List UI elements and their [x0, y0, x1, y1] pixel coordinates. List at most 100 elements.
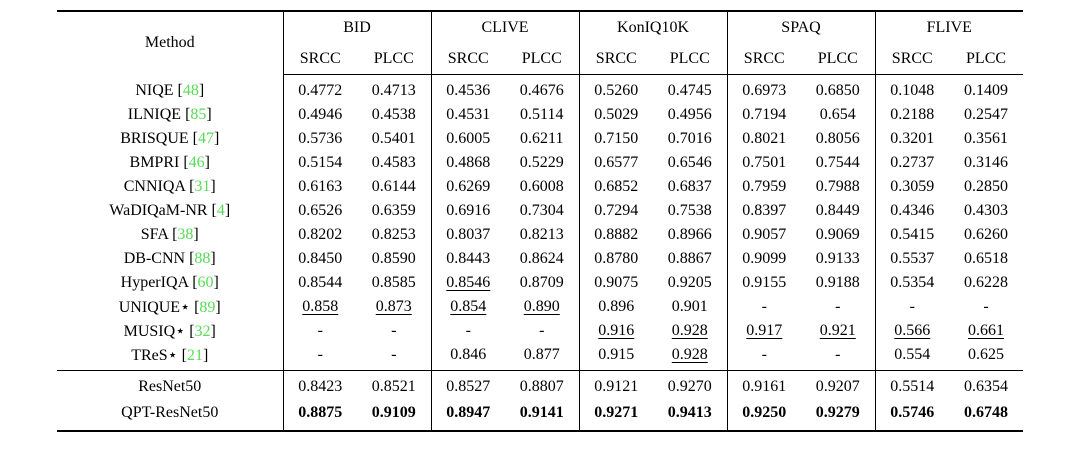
score-cell: -: [282, 343, 357, 371]
score-cell: -: [282, 319, 357, 343]
score-cell: 0.5154: [282, 151, 357, 175]
score-cell: 0.9188: [815, 274, 860, 291]
score-cell: 0.8590: [371, 250, 416, 267]
citation-number[interactable]: 21: [186, 347, 203, 364]
score-cell: 0.1409: [964, 82, 1009, 99]
citation-number[interactable]: 31: [194, 178, 211, 195]
score-cell: 0.4536: [430, 74, 505, 103]
score-cell: 0.6916: [430, 199, 505, 223]
score-cell: 0.8449: [815, 202, 860, 219]
score-cell: -: [874, 295, 950, 319]
citation-number[interactable]: 88: [194, 250, 211, 267]
method-cell: BMPRI [46]: [129, 154, 210, 171]
score-cell: 0.5029: [578, 103, 654, 127]
method-name: BMPRI: [129, 154, 180, 171]
table-header: Method BID CLIVE KonIQ10K SPAQ FLIVE SRCC PLCC…: [57, 11, 1024, 75]
method-name: QPT-ResNet50: [121, 404, 219, 421]
score-cell: 0.7150: [578, 127, 654, 151]
score-cell: 0.625: [968, 346, 1005, 363]
score-cell: 0.858: [282, 295, 357, 319]
score-cell: 0.8423: [282, 370, 357, 400]
score-cell: 0.9109: [371, 404, 416, 421]
score-cell: 0.6163: [282, 175, 357, 199]
citation-number[interactable]: 32: [194, 323, 211, 340]
score-cell: 0.896: [578, 295, 654, 319]
citation-number[interactable]: 85: [190, 106, 207, 123]
score-cell: 0.873: [375, 298, 412, 315]
score-cell: -: [391, 346, 397, 363]
score-cell: 0.5415: [874, 223, 950, 247]
method-name: MUSIQ⋆: [123, 323, 186, 340]
citation-number[interactable]: 60: [197, 274, 214, 291]
score-cell: 0.9161: [726, 370, 802, 400]
score-cell: 0.8397: [726, 199, 802, 223]
metric-header-spaq-srcc: SRCC: [726, 43, 802, 75]
score-cell: 0.8780: [578, 247, 654, 271]
method-cell: HyperIQA [60]: [120, 274, 219, 291]
method-cell: UNIQUE⋆ [89]: [118, 299, 221, 316]
score-cell: 0.9413: [667, 404, 712, 421]
dataset-header-row: Method BID CLIVE KonIQ10K SPAQ FLIVE: [57, 11, 1024, 51]
score-cell: 0.6850: [815, 82, 860, 99]
table-row-unique-: UNIQUE⋆ [89] 0.858 0.873 0.854 0.890 0.896 0.9…: [57, 295, 1023, 319]
score-cell: 0.8882: [578, 223, 654, 247]
score-cell: 0.4676: [519, 82, 564, 99]
method-cell: WaDIQaM-NR [4]: [109, 202, 231, 219]
score-cell: 0.8624: [519, 250, 564, 267]
score-cell: 0.8037: [430, 223, 505, 247]
score-cell: 0.6577: [578, 151, 654, 175]
citation-number[interactable]: 48: [182, 81, 199, 99]
table-row-resnet50: ResNet50 0.8423 0.8521 0.8527 0.8807 0.9121 0.…: [57, 370, 1024, 400]
score-cell: 0.7544: [815, 154, 860, 171]
score-cell: 0.8585: [371, 274, 416, 291]
score-cell: 0.6518: [964, 250, 1009, 267]
method-cell: QPT-ResNet50: [57, 400, 283, 431]
citation-number[interactable]: 4: [216, 202, 225, 219]
score-cell: 0.877: [523, 346, 560, 363]
table-row-db-cnn: DB-CNN [88] 0.8450 0.8590 0.8443 0.8624 0.878…: [57, 247, 1023, 271]
iqa-results-table: Method BID CLIVE KonIQ10K SPAQ FLIVE SRCC PLCC…: [57, 10, 1024, 432]
score-cell: 0.4946: [282, 103, 357, 127]
score-cell: 0.6005: [430, 127, 505, 151]
score-cell: 0.4713: [371, 82, 416, 99]
score-cell: 0.8253: [371, 226, 416, 243]
citation-number[interactable]: 38: [177, 226, 194, 243]
table-row-cnniqa: CNNIQA [31] 0.6163 0.6144 0.6269 0.6008 0.685…: [57, 175, 1023, 199]
citation-number[interactable]: 47: [197, 130, 214, 147]
score-cell: 0.3561: [964, 130, 1009, 147]
score-cell: 0.928: [671, 322, 708, 339]
method-name: BRISQUE: [120, 130, 189, 147]
score-cell: 0.9057: [726, 223, 802, 247]
score-cell: 0.4538: [371, 106, 416, 123]
citation-number[interactable]: 46: [188, 154, 205, 171]
score-cell: 0.4956: [667, 106, 712, 123]
table-row-wadiqam-nr: WaDIQaM-NR [4] 0.6526 0.6359 0.6916 0.7304 0.…: [57, 199, 1023, 223]
table-row-hyperiqa: HyperIQA [60] 0.8544 0.8585 0.8546 0.8709 0.9…: [57, 271, 1023, 295]
score-cell: 0.8546: [430, 271, 505, 295]
score-cell: -: [726, 343, 802, 371]
score-cell: 0.4303: [964, 202, 1009, 219]
method-cell: ILNIQE [85]: [127, 106, 212, 123]
score-cell: 0.921: [819, 322, 856, 339]
score-cell: 0.8213: [519, 226, 564, 243]
score-cell: 0.9250: [726, 400, 802, 431]
method-name: TReS⋆: [131, 347, 178, 364]
score-cell: 0.917: [726, 319, 802, 343]
score-cell: 0.9133: [815, 250, 860, 267]
score-cell: 0.4772: [282, 74, 357, 103]
score-cell: 0.9271: [578, 400, 654, 431]
citation-number[interactable]: 89: [199, 299, 216, 316]
score-cell: 0.6546: [667, 154, 712, 171]
score-cell: 0.8443: [430, 247, 505, 271]
score-cell: 0.661: [968, 322, 1005, 339]
table-row-ilniqe: ILNIQE [85] 0.4946 0.4538 0.4531 0.5114 0.502…: [57, 103, 1023, 127]
score-cell: 0.9279: [815, 404, 860, 421]
score-cell: 0.9099: [726, 247, 802, 271]
score-cell: 0.6526: [282, 199, 357, 223]
score-cell: -: [835, 346, 841, 363]
score-cell: 0.6260: [964, 226, 1009, 243]
method-name: DB-CNN: [123, 250, 186, 267]
score-cell: 0.2737: [874, 151, 950, 175]
score-cell: 0.854: [430, 295, 505, 319]
